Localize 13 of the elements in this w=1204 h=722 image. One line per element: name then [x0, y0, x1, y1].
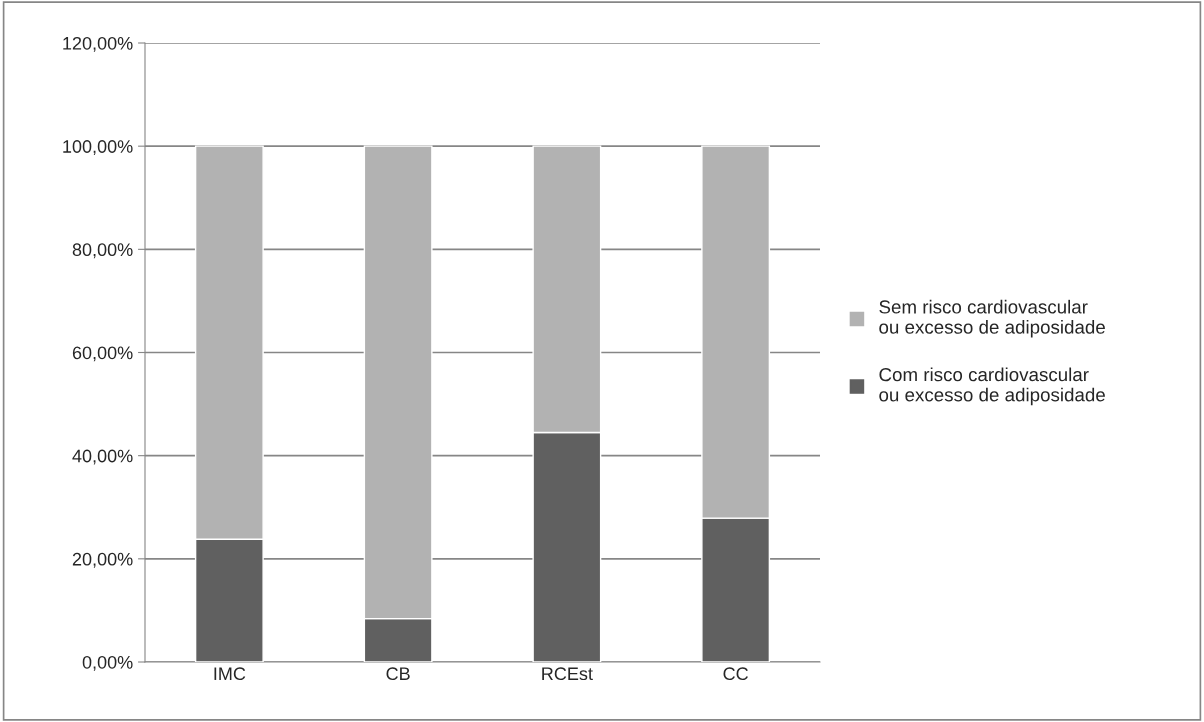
y-tick-label: 0,00% — [82, 655, 133, 671]
y-tick-label: 120,00% — [63, 36, 133, 52]
y-tick-label: 60,00% — [72, 346, 133, 362]
x-tick-label: CB — [386, 667, 410, 681]
legend-label: Sem risco cardiovascular ou excesso de adiposidade — [879, 299, 1105, 338]
y-tick-label: 40,00% — [72, 449, 133, 465]
x-tick-label: CC — [723, 667, 748, 681]
x-tick-label: IMC — [214, 667, 246, 681]
y-tick-label: 20,00% — [72, 552, 133, 568]
x-tick-label: RCEst — [542, 667, 593, 681]
legend-label: Com risco cardiovascular ou excesso de adiposidade — [879, 367, 1105, 406]
y-tick-label: 80,00% — [72, 243, 133, 259]
y-tick-label: 100,00% — [63, 140, 133, 156]
